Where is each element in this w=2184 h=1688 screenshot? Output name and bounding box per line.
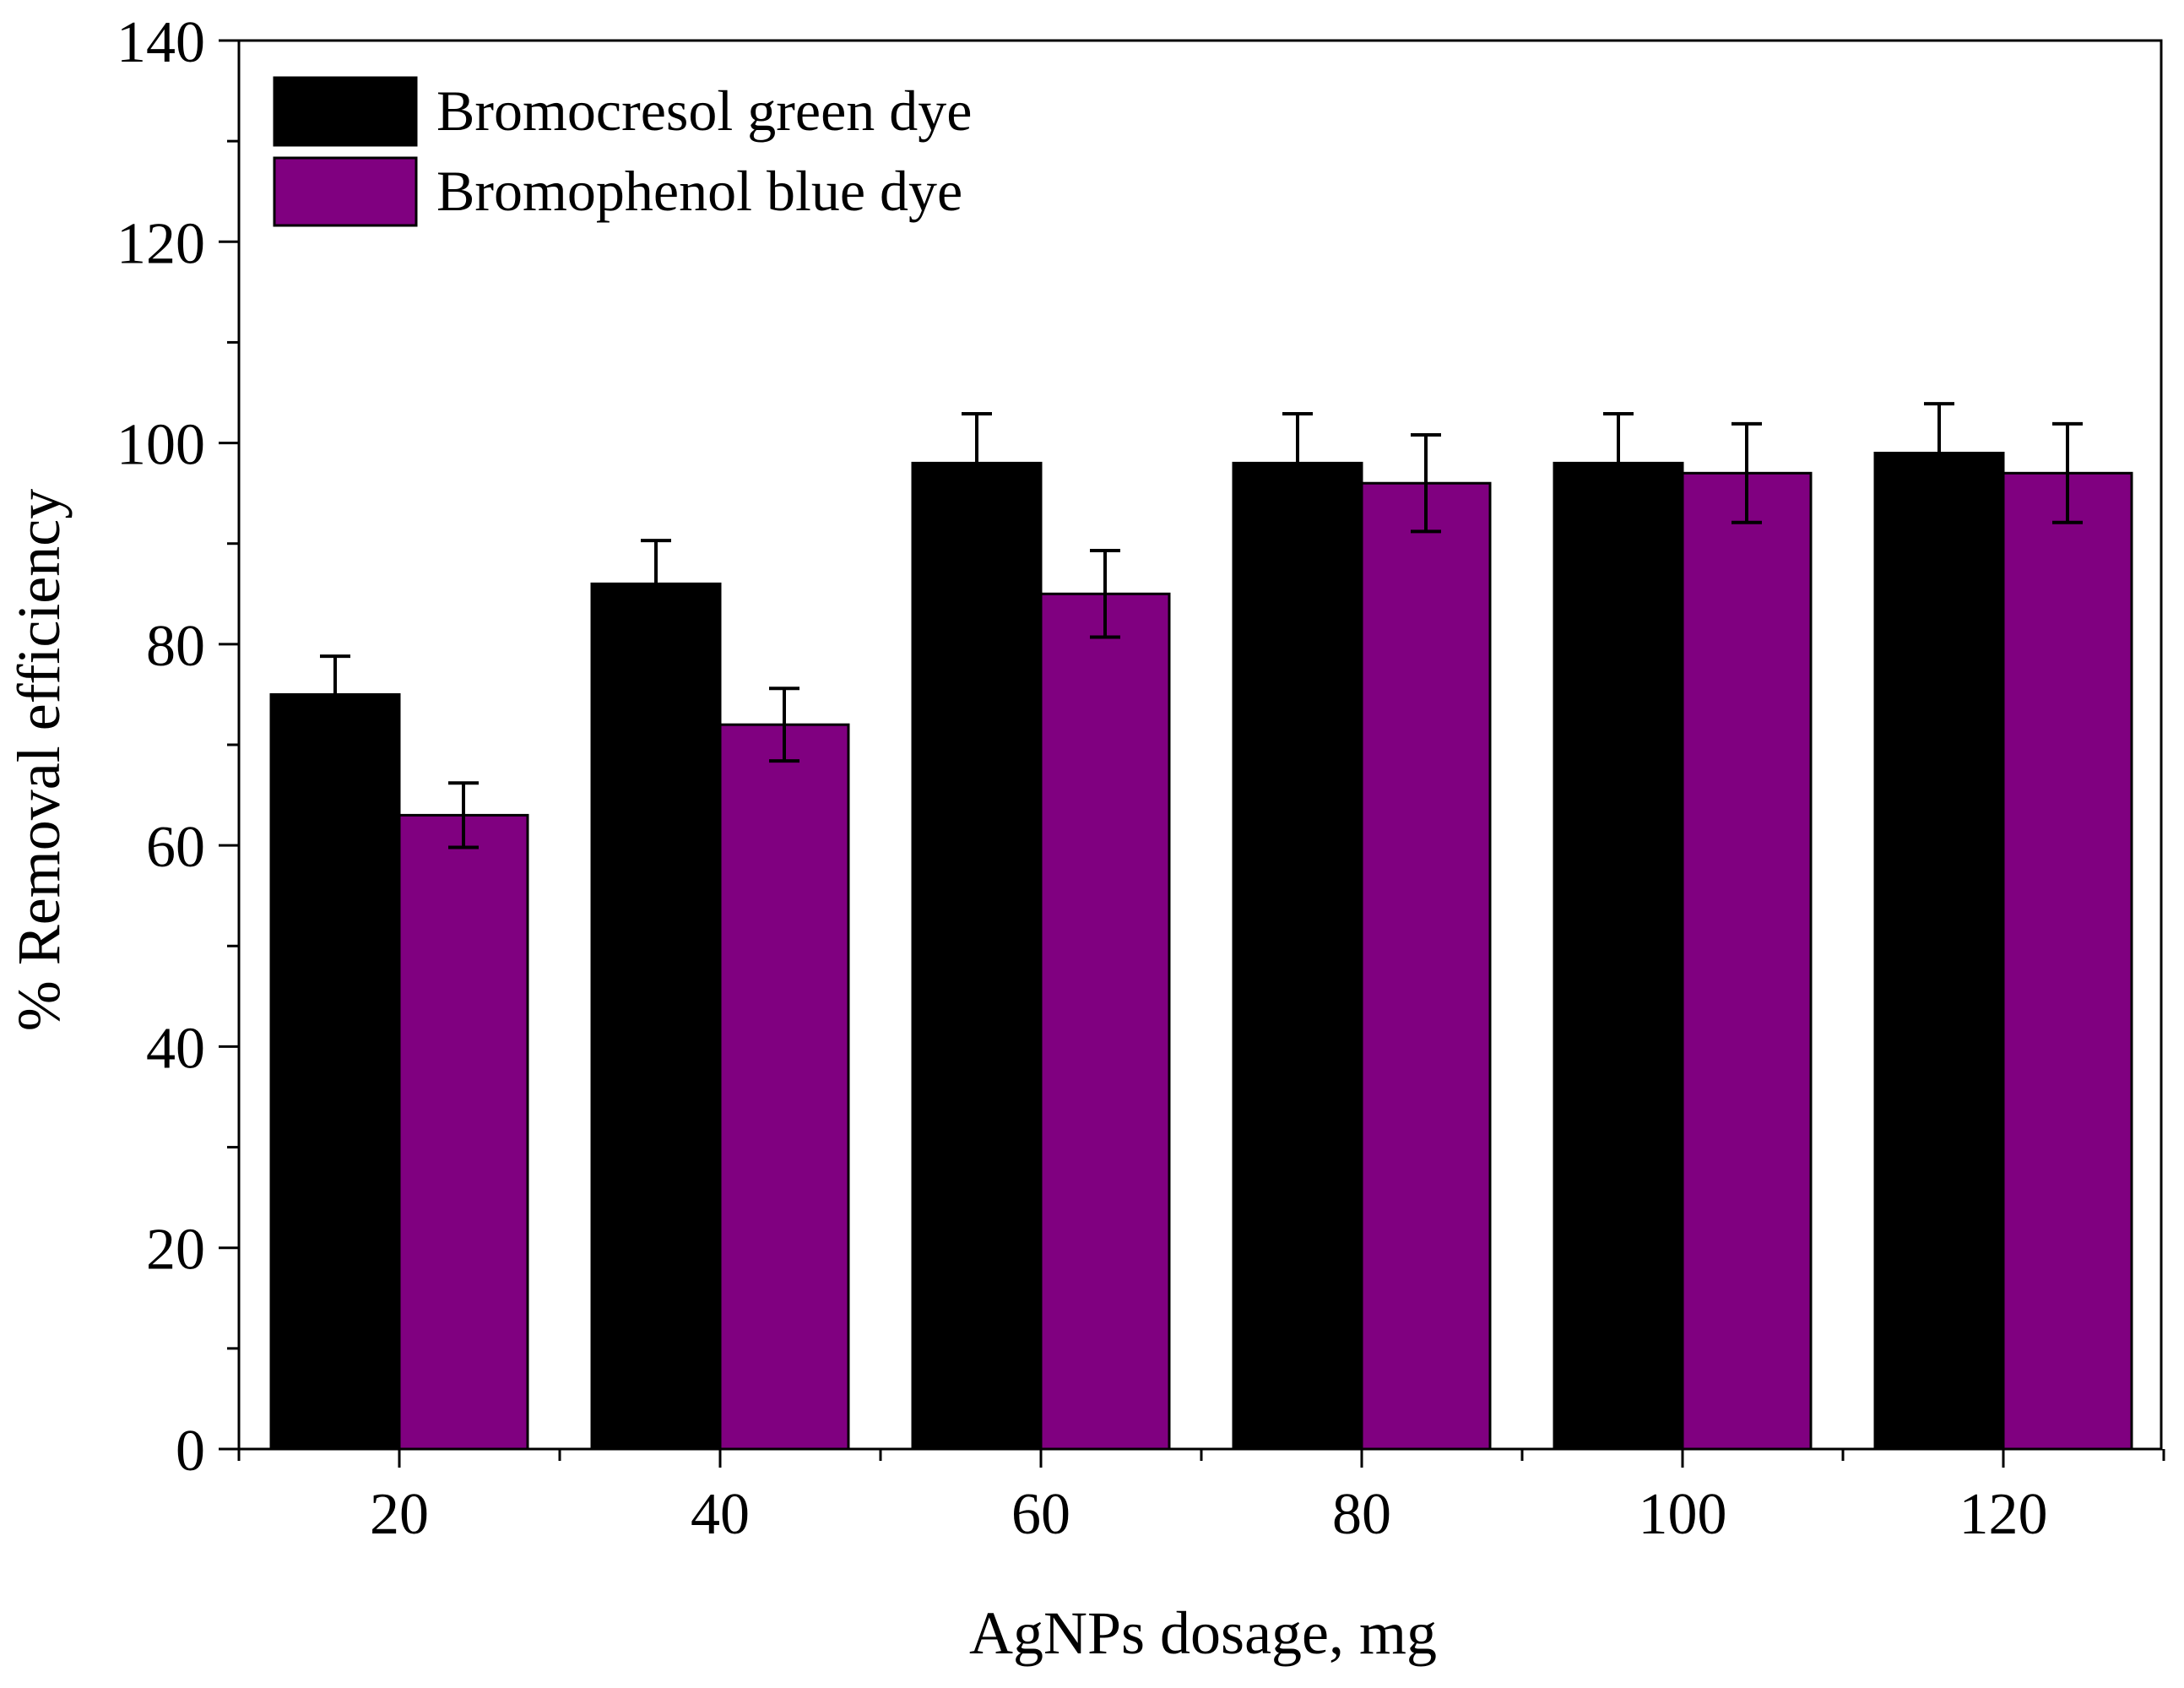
error-bar-bromocresol-green-120 (1924, 402, 1954, 504)
bar-bromocresol-green-100 (1553, 461, 1684, 1451)
bar-bromocresol-green-20 (269, 692, 401, 1451)
legend-label: Bromophenol blue dye (436, 159, 962, 223)
y-axis-label: % Removal efficiency (5, 489, 73, 1031)
error-bar-bromophenol-blue-60 (1090, 549, 1120, 639)
legend-label: Bromocresol green dye (436, 79, 972, 143)
x-tick-label: 40 (691, 1482, 750, 1547)
error-bar-bromophenol-blue-20 (448, 781, 479, 849)
bar-bromocresol-green-120 (1873, 451, 2005, 1451)
error-bar-bromocresol-green-20 (320, 654, 350, 735)
x-axis-label: AgNPs dosage, mg (969, 1599, 1437, 1667)
legend-swatch (273, 76, 418, 147)
ticks-layer: 0 20 40 60 80 100 120 140 20 40 60 80 100 120 (117, 10, 2165, 1547)
y-tick-label: 80 (146, 614, 205, 679)
y-tick-label: 100 (117, 413, 205, 478)
error-bar-bromophenol-blue-100 (1731, 421, 1762, 524)
error-bar-bromophenol-blue-80 (1411, 433, 1441, 534)
x-tick-label: 120 (1959, 1482, 2048, 1547)
bar-bromophenol-blue-80 (1360, 481, 1492, 1451)
bar-bromophenol-blue-100 (1681, 471, 1813, 1451)
bar-bromocresol-green-80 (1232, 461, 1363, 1451)
legend-entry-bromophenol-blue: Bromophenol blue dye (273, 156, 962, 227)
error-bar-bromocresol-green-60 (962, 412, 992, 514)
bar-bromophenol-blue-40 (718, 723, 850, 1451)
error-bar-bromocresol-green-100 (1603, 412, 1634, 514)
y-tick-label: 40 (146, 1016, 205, 1081)
x-tick-label: 60 (1011, 1482, 1070, 1547)
error-bars-layer (320, 402, 2083, 849)
bars-layer (269, 451, 2133, 1451)
legend: Bromocresol green dye Bromophenol blue dy… (273, 76, 972, 227)
legend-entry-bromocresol-green: Bromocresol green dye (273, 76, 972, 147)
error-bar-bromophenol-blue-40 (769, 687, 799, 763)
y-tick-label: 60 (146, 815, 205, 880)
bar-bromophenol-blue-20 (398, 813, 529, 1451)
error-bar-bromophenol-blue-120 (2052, 421, 2083, 524)
bar-bromophenol-blue-120 (2002, 471, 2133, 1451)
error-bar-bromocresol-green-40 (641, 539, 671, 629)
bar-bromocresol-green-60 (911, 461, 1043, 1451)
y-tick-label: 0 (176, 1419, 205, 1484)
legend-swatch (273, 156, 418, 227)
y-tick-label: 20 (146, 1218, 205, 1283)
x-tick-label: 20 (370, 1482, 429, 1547)
bar-bromocresol-green-40 (590, 582, 722, 1451)
x-tick-label: 100 (1639, 1482, 1727, 1547)
error-bar-bromocresol-green-80 (1282, 412, 1313, 514)
bar-bromophenol-blue-60 (1039, 592, 1171, 1451)
x-tick-label: 80 (1332, 1482, 1391, 1547)
y-tick-label: 120 (117, 211, 205, 276)
y-tick-label: 140 (117, 10, 205, 75)
